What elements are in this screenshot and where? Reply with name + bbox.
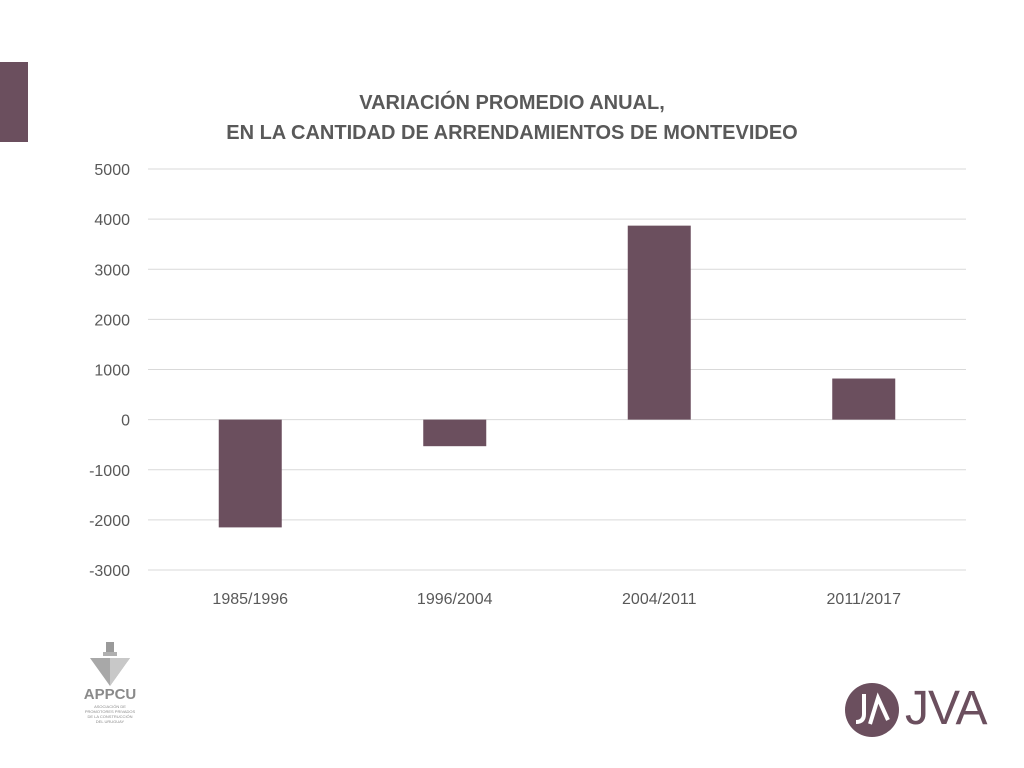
- y-tick-label: -3000: [89, 563, 130, 580]
- bar: [627, 225, 691, 420]
- jva-logo-name: JVA: [905, 682, 987, 735]
- bar: [218, 419, 282, 528]
- bar: [832, 378, 896, 420]
- x-tick-label: 1996/2004: [417, 591, 493, 608]
- plumb-bob-icon: [90, 642, 130, 686]
- chart-title-line-2: EN LA CANTIDAD DE ARRENDAMIENTOS DE MONT…: [226, 122, 798, 144]
- chart-title: VARIACIÓN PROMEDIO ANUAL, EN LA CANTIDAD…: [0, 88, 1024, 148]
- bar: [423, 419, 487, 447]
- appcu-logo-name: APPCU: [83, 686, 137, 703]
- y-tick-label: 2000: [94, 312, 130, 329]
- x-tick-label: 1985/1996: [212, 591, 288, 608]
- y-tick-label: 4000: [94, 212, 130, 229]
- appcu-logo-subtitle: ASOCIACIÓN DE PROMOTORES PRIVADOS DE LA …: [84, 704, 136, 724]
- y-tick-label: 0: [121, 413, 130, 430]
- y-tick-label: -1000: [89, 463, 130, 480]
- y-tick-label: 3000: [94, 262, 130, 279]
- y-tick-label: 1000: [94, 363, 130, 380]
- chart-title-line-1: VARIACIÓN PROMEDIO ANUAL,: [359, 92, 665, 114]
- y-tick-label: -2000: [89, 513, 130, 530]
- accent-bar: [0, 62, 28, 142]
- x-tick-label: 2011/2017: [827, 591, 902, 608]
- jva-monogram-icon: [845, 683, 899, 737]
- x-tick-label: 2004/2011: [622, 591, 697, 608]
- y-tick-label: 5000: [94, 162, 130, 179]
